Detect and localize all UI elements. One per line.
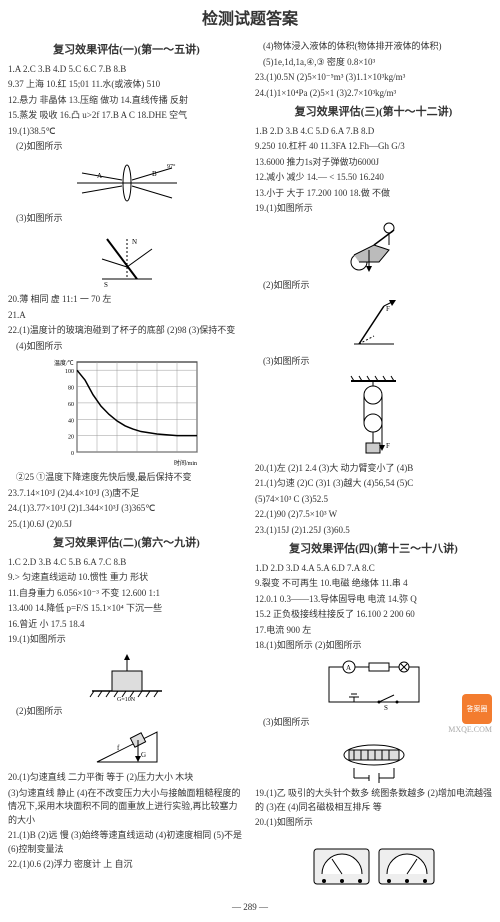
figure-circuit: A S <box>255 657 492 712</box>
s1-line: 12.悬力 非晶体 13.压缩 做功 14.直线传播 反射 <box>8 94 245 108</box>
svg-text:S: S <box>384 704 388 712</box>
svg-text:B: B <box>152 170 157 178</box>
s3-line: 9.250 10.杠杆 40 11.3FA 12.Fh—Gh G/3 <box>255 140 492 154</box>
s2-line: 20.(1)匀速直线 二力平衡 等于 (2)压力大小 木块 <box>8 771 245 785</box>
figure-block: G=10N <box>8 651 245 701</box>
s3-line: 1.B 2.D 3.B 4.C 5.D 6.A 7.B 8.D <box>255 125 492 139</box>
s3-line: 13.6000 推力1s对子弹做功6000J <box>255 156 492 170</box>
svg-text:F: F <box>386 442 390 450</box>
svg-text:A: A <box>346 664 351 672</box>
s1-line: 1.A 2.C 3.B 4.D 5.C 6.C 7.B 8.B <box>8 63 245 77</box>
s2-line: (3)匀速直线 静止 (4)在不改变压力大小与接触面粗糙程度的情况下,采用木块面… <box>8 787 245 828</box>
s3-line: 19.(1)如图所示 <box>255 202 492 216</box>
svg-text:A: A <box>97 172 102 180</box>
figure-pulley: F <box>255 373 492 458</box>
figure-wheelbarrow <box>255 220 492 275</box>
figure-lever: F <box>255 296 492 351</box>
s2-line: 13.400 14.降低 p=F/S 15.1×10⁴ 下沉一些 <box>8 602 245 616</box>
logo-badge: 答案圈 <box>462 694 492 724</box>
s1-line: 15.蒸发 吸收 16.凸 u>2f 17.B A C 18.DHE 空气 <box>8 109 245 123</box>
svg-text:0: 0 <box>71 451 74 457</box>
s3-line: (5)74×10³ C (3)52.5 <box>255 493 492 507</box>
svg-text:G: G <box>141 751 146 759</box>
s2b-line: (5)1e,1d,1a,④,③ 密度 0.8×10³ <box>263 56 492 70</box>
s4-line: 1.D 2.D 3.D 4.A 5.A 6.D 7.A 8.C <box>255 562 492 576</box>
s2b-line: 24.(1)1×10⁴Pa (2)5×1 (3)2.7×10³kg/m³ <box>255 87 492 101</box>
s2-line: 19.(1)如图所示 <box>8 633 245 647</box>
s2-line: 9.> 匀速直线运动 10.惯性 重力 形状 <box>8 571 245 585</box>
s3-line: 12.减小 减少 14.— < 15.50 16.240 <box>255 171 492 185</box>
s3-line: (3)如图所示 <box>263 355 492 369</box>
s4-line: 19.(1)乙 吸引的大头针个数多 统图条数越多 (2)增加电流越强的 (3)在… <box>255 787 492 814</box>
s1-line: 20.薄 相同 虚 11:1 一 70 左 <box>8 293 245 307</box>
page-title: 检测试题答案 <box>8 8 492 32</box>
svg-text:60: 60 <box>68 402 74 408</box>
s1-line: 22.(1)温度计的玻璃泡碰到了杯子的底部 (2)98 (3)保持不变 <box>8 324 245 338</box>
s3-line: 22.(1)90 (2)7.5×10³ W <box>255 508 492 522</box>
s1-line: ②25 ①温度下降速度先快后慢,最后保持不变 <box>16 471 245 485</box>
figure-meters <box>255 834 492 889</box>
s2-line: 1.C 2.D 3.B 4.C 5.B 6.A 7.C 8.B <box>8 556 245 570</box>
s1-line: 25.(1)0.6J (2)0.5J <box>8 518 245 532</box>
svg-text:100: 100 <box>65 369 74 375</box>
s4-line: 12.0.1 0.3——13.导体固导电 电流 14.弥 Q <box>255 593 492 607</box>
svg-text:时间/min: 时间/min <box>173 459 196 467</box>
s1-line: (3)如图所示 <box>16 212 245 226</box>
s1-line: 21.A <box>8 309 245 323</box>
columns: 复习效果评估(一)(第一～五讲) 1.A 2.C 3.B 4.D 5.C 6.C… <box>8 38 492 893</box>
s4-line: 18.(1)如图所示 (2)如图所示 <box>255 639 492 653</box>
svg-text:S: S <box>104 281 108 289</box>
page-number: — 289 — <box>8 901 492 915</box>
s1-line: (2)如图所示 <box>16 140 245 154</box>
figure-optics-1: A B 97° <box>8 158 245 208</box>
s3-line: 20.(1)左 (2)1 2.4 (3)大 动力臂变小了 (4)B <box>255 462 492 476</box>
svg-text:97°: 97° <box>167 163 176 170</box>
s3-line: 21.(1)匀速 (2)C (3)1 (3)越大 (4)56,54 (5)C <box>255 477 492 491</box>
svg-text:G=10N: G=10N <box>117 697 136 701</box>
s1-line: 19.(1)38.5℃ <box>8 125 245 139</box>
left-column: 复习效果评估(一)(第一～五讲) 1.A 2.C 3.B 4.D 5.C 6.C… <box>8 38 245 893</box>
section3-title: 复习效果评估(三)(第十～十二讲) <box>255 104 492 121</box>
s2b-line: 23.(1)0.5N (2)5×10⁻⁵m³ (3)1.1×10³kg/m³ <box>255 71 492 85</box>
s1-line: 23.7.14×10³J (2)4.4×10³J (3)唐不足 <box>8 487 245 501</box>
watermark: MXQE.COM <box>448 724 492 736</box>
s4-line: 20.(1)如图所示 <box>255 816 492 830</box>
s4-line: 15.2 正负极接线柱接反了 16.100 2 200 60 <box>255 608 492 622</box>
svg-text:N: N <box>132 238 137 246</box>
s4-line: 9.裂变 不可再生 10.电磁 绝缘体 11.串 4 <box>255 577 492 591</box>
s1-line: 9.37 上海 10.红 15;01 11.水(或液体) 510 <box>8 78 245 92</box>
figure-mirror: N S <box>8 229 245 289</box>
s1-line: (4)如图所示 <box>16 340 245 354</box>
figure-incline: f G <box>8 722 245 767</box>
svg-text:40: 40 <box>68 418 74 424</box>
figure-solenoid <box>255 733 492 783</box>
s2-line: 21.(1)B (2)远 慢 (3)始终等速直线运动 (4)初速度相同 (5)不… <box>8 829 245 856</box>
s2-line: 22.(1)0.6 (2)浮力 密度计 上 自沉 <box>8 858 245 872</box>
s2-line: 16.曾近 小 17.5 18.4 <box>8 618 245 632</box>
svg-text:80: 80 <box>68 386 74 392</box>
s1-line: 24.(1)3.77×10³J (2)1.344×10³J (3)365℃ <box>8 502 245 516</box>
section2-title: 复习效果评估(二)(第六～九讲) <box>8 535 245 552</box>
s2b-line: (4)物体浸入液体的体积(物体排开液体的体积) <box>263 40 492 54</box>
s3-line: 13.小于 大于 17.200 100 18.做 不做 <box>255 187 492 201</box>
s3-line: (2)如图所示 <box>263 279 492 293</box>
s4-line: 17.电流 900 左 <box>255 624 492 638</box>
section4-title: 复习效果评估(四)(第十三～十八讲) <box>255 541 492 558</box>
svg-text:F: F <box>386 305 390 313</box>
s3-line: 23.(1)15J (2)1.25J (3)60.5 <box>255 524 492 538</box>
svg-text:温度/℃: 温度/℃ <box>54 359 74 367</box>
s2-line: 11.自身重力 6.056×10⁻³ 不变 12.600 1:1 <box>8 587 245 601</box>
right-column: (4)物体浸入液体的体积(物体排开液体的体积) (5)1e,1d,1a,④,③ … <box>255 38 492 893</box>
svg-text:20: 20 <box>68 435 74 441</box>
s2-line: (2)如图所示 <box>16 705 245 719</box>
section1-title: 复习效果评估(一)(第一～五讲) <box>8 42 245 59</box>
cooling-chart: 0 20 40 60 80 100 温度/℃ 时间/min <box>8 357 245 467</box>
